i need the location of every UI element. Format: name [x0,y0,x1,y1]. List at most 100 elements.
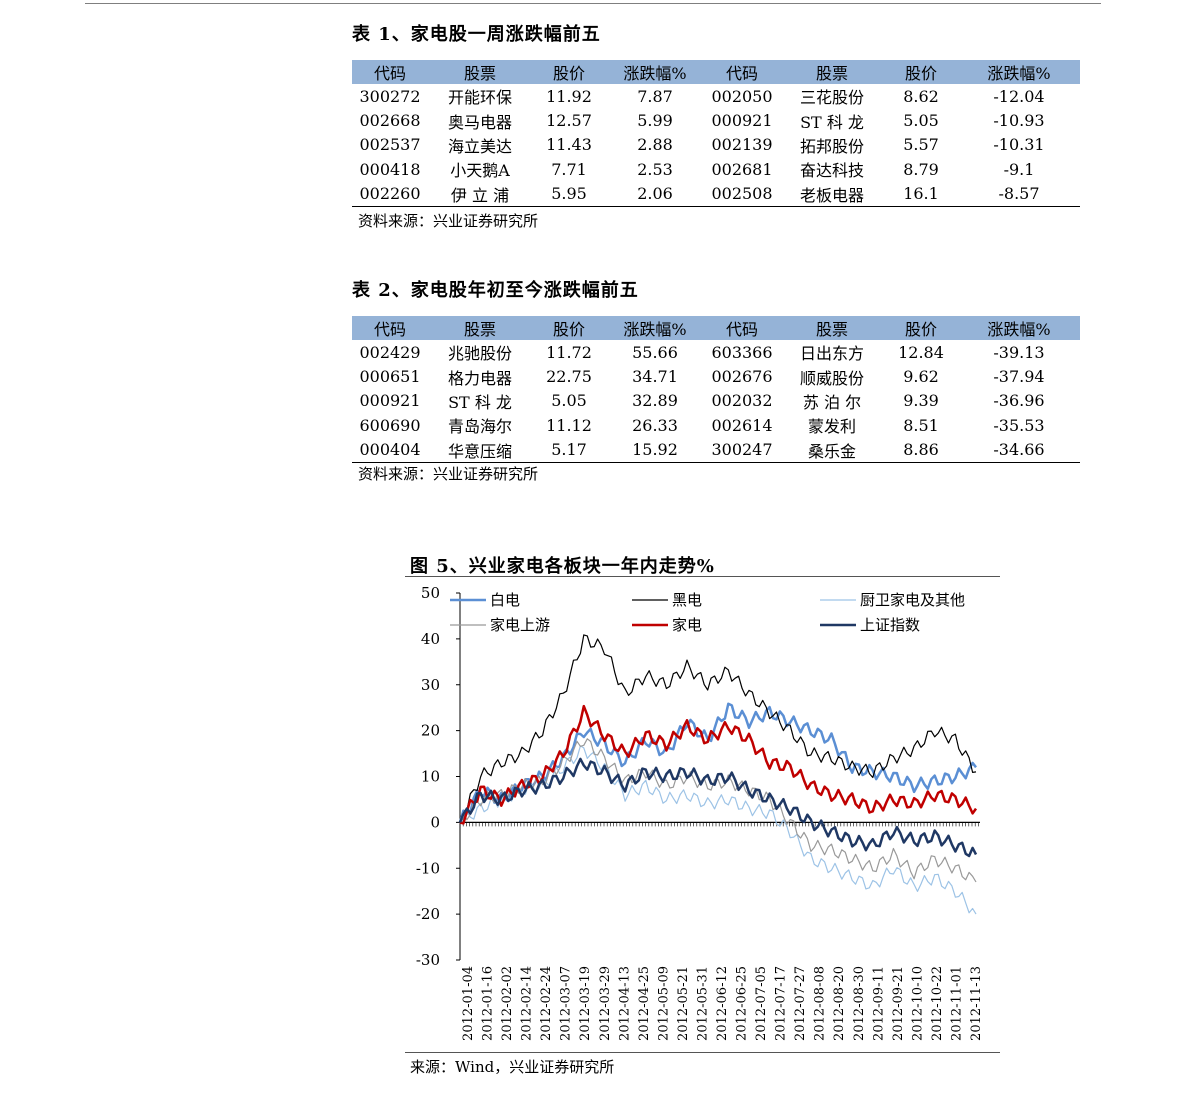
table-row: 600690 青岛海尔 11.12 26.33 002614 蒙发利 8.51 -35.53 [352,413,1080,437]
y-tick-label: 10 [421,768,440,786]
series-line [459,738,977,883]
table1-title: 表 1、家电股一周涨跌幅前五 [352,24,601,45]
table-cell: 11.72 [546,342,592,362]
x-tick-label: 2012-08-08 [813,966,828,1041]
table-row: 000418 小天鹅A 7.71 2.53 002681 奋达科技 8.79 -9.1 [352,157,1080,181]
table-cell: 5.95 [532,181,606,207]
column-header: 股价 [532,60,606,84]
table-cell: 苏 泊 尔 [802,392,862,412]
table1-body: 300272 开能环保 11.92 7.87 002050 三花股份 8.62 -12.04 0… [352,84,1080,207]
y-tick-label: 40 [421,630,440,648]
column-header: 股票 [780,60,884,84]
table-cell: 9.39 [903,391,939,411]
table-cell: 000404 [352,437,428,463]
table-cell: -36.96 [993,391,1045,411]
legend-label: 家电 [672,616,702,634]
table-cell: -35.53 [993,415,1045,435]
x-tick-label: 2012-01-16 [481,966,496,1041]
table-cell: 11.92 [546,86,592,106]
table-cell: -39.13 [993,342,1045,362]
table-cell: 开能环保 [447,88,512,108]
table-cell: 11.12 [546,415,592,435]
table-cell: 002668 [359,111,421,131]
column-header: 股票 [428,60,532,84]
x-tick-label: 2012-04-13 [617,966,632,1041]
table-cell: 000651 [359,367,421,387]
table-row: 002537 海立美达 11.43 2.88 002139 拓邦股份 5.57 -10.31 [352,133,1080,157]
x-tick-label: 2012-10-10 [910,966,925,1041]
y-tick-label: -20 [416,905,440,923]
table-cell: 8.51 [903,415,939,435]
table-cell: 5.57 [903,135,939,155]
column-header: 股价 [532,316,606,340]
column-header: 代码 [352,316,428,340]
top-rule [85,3,1101,4]
column-header: 股票 [428,316,532,340]
x-tick-label: 2012-07-05 [754,966,769,1041]
x-tick-label: 2012-02-02 [500,966,515,1041]
x-tick-label: 2012-10-22 [930,966,945,1041]
table-row: 000651 格力电器 22.75 34.71 002676 顺威股份 9.62 -37.94 [352,364,1080,388]
table-cell: 8.79 [903,159,939,179]
x-tick-label: 2012-02-24 [539,966,554,1041]
table-cell: 桑乐金 [780,437,884,463]
table-cell: 奥马电器 [447,112,512,132]
table-cell: 老板电器 [780,181,884,207]
table-cell: 000921 [359,391,421,411]
table-cell: 002508 [704,181,780,207]
x-tick-label: 2012-05-31 [695,966,710,1041]
x-tick-label: 2012-03-19 [578,966,593,1041]
table-cell: 15.92 [606,437,704,463]
column-header: 代码 [704,316,780,340]
table-cell: 300272 [359,86,421,106]
table-cell: 兆驰股份 [447,344,512,364]
table-cell: 顺威股份 [799,368,864,388]
x-tick-label: 2012-09-11 [871,966,886,1041]
table-cell: 22.75 [546,367,592,387]
table-cell: -34.66 [958,437,1080,463]
table-cell: 海立美达 [447,136,512,156]
y-tick-label: -30 [416,951,440,969]
table-cell: -37.94 [993,367,1045,387]
table1-source: 资料来源：兴业证券研究所 [358,212,539,230]
column-header: 涨跌幅% [606,316,704,340]
x-tick-label: 2012-04-25 [637,966,652,1041]
table-row: 002260 伊 立 浦 5.95 2.06 002508 老板电器 16.1 -8.57 [352,181,1080,207]
table-cell: 小天鹅A [450,161,510,181]
table-cell: 002429 [359,342,421,362]
table-cell: 000418 [359,159,421,179]
table-cell: -10.93 [993,111,1045,131]
table-cell: 002676 [711,367,773,387]
table-cell: 7.87 [637,86,673,106]
table-cell: 拓邦股份 [799,136,864,156]
table-row: 000921 ST 科 龙 5.05 32.89 002032 苏 泊 尔 9.39 -36.… [352,389,1080,413]
column-header: 股价 [884,316,958,340]
table-cell: 奋达科技 [799,161,864,181]
table1: 代码 股票 股价 涨跌幅% 代码 股票 股价 涨跌幅% 300272 开能环保 11.92 7.87… [352,60,1080,207]
table-row: 000404 华意压缩 5.17 15.92 300247 桑乐金 8.86 -34.66 [352,437,1080,463]
table-cell: 002139 [711,135,773,155]
table-cell: 11.43 [546,135,592,155]
y-tick-label: 20 [421,722,440,740]
column-header: 代码 [352,60,428,84]
table-cell: 32.89 [632,391,678,411]
legend-label: 黑电 [672,591,702,609]
table-cell: 600690 [359,415,421,435]
x-tick-label: 2012-07-27 [793,966,808,1041]
table-row: 300272 开能环保 11.92 7.87 002050 三花股份 8.62 -12.04 [352,84,1080,108]
line-chart: 50 40 30 20 10 0 -10 -20 -30 2012-01-04 2012-01-16… [416,584,984,1041]
table-cell: 三花股份 [799,88,864,108]
x-tick-label: 2012-05-09 [656,966,671,1041]
column-header: 股票 [780,316,884,340]
x-tick-label: 2012-03-07 [559,966,574,1041]
x-tick-label: 2012-08-20 [832,966,847,1041]
table-cell: 2.88 [637,135,673,155]
y-tick-label: 0 [430,813,440,831]
table-cell: 000921 [711,111,773,131]
x-tick-label: 2012-02-14 [520,966,535,1041]
table-cell: 34.71 [632,367,678,387]
table2-header-row: 代码 股票 股价 涨跌幅% 代码 股票 股价 涨跌幅% [352,316,1080,340]
chart-source: 来源：Wind，兴业证券研究所 [410,1058,615,1076]
table-row: 002429 兆驰股份 11.72 55.66 603366 日出东方 12.84 -39.1… [352,340,1080,364]
x-tick-label: 2012-11-01 [949,966,964,1041]
